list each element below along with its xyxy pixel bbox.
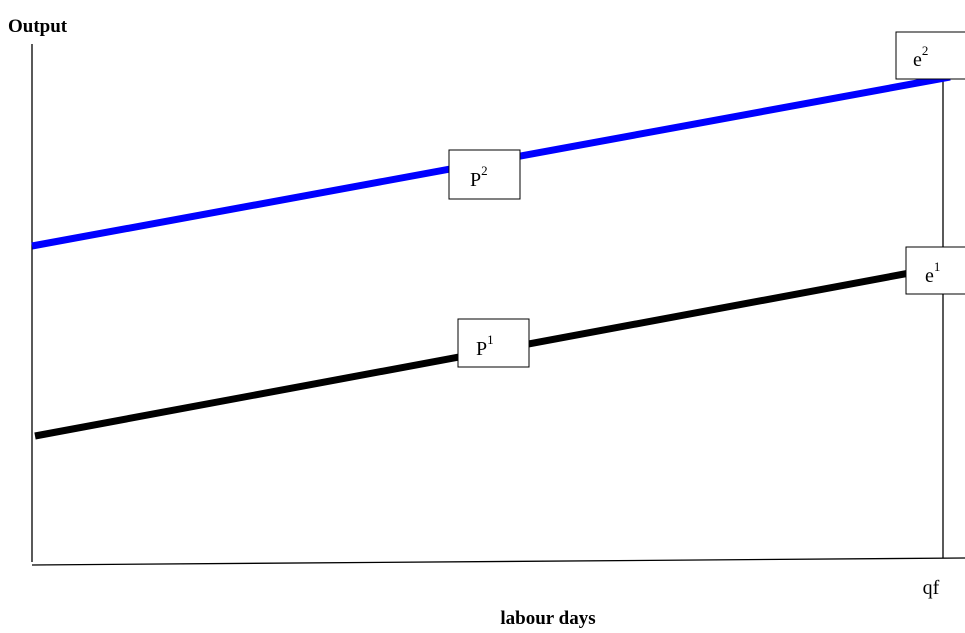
curve-p2-label-superscript: 2 — [481, 163, 488, 178]
curve-p1-label-superscript: 1 — [487, 332, 494, 347]
curve-p1-label-letter: P — [476, 338, 487, 360]
qf-tick-label: qf — [923, 577, 940, 599]
point-e2-label-superscript: 2 — [922, 43, 929, 58]
point-e1-label-superscript: 1 — [934, 259, 941, 274]
svg-text:P1: P1 — [476, 332, 494, 360]
svg-text:P2: P2 — [470, 163, 488, 191]
point-e2-label-letter: e — [913, 49, 922, 71]
point-e2-label: e2 — [895, 31, 965, 80]
curve-p2-label: P2 — [448, 149, 521, 200]
point-e1-label: e1 — [905, 246, 965, 295]
point-e1-label-letter: e — [925, 265, 934, 287]
svg-text:e1: e1 — [925, 259, 940, 287]
curve-p2-label-letter: P — [470, 169, 481, 191]
x-axis — [31, 557, 965, 566]
svg-text:e2: e2 — [913, 43, 928, 71]
curve-p1-label: P1 — [457, 318, 530, 368]
y-axis-label: Output — [8, 16, 68, 37]
x-axis-label: labour days — [500, 608, 595, 629]
